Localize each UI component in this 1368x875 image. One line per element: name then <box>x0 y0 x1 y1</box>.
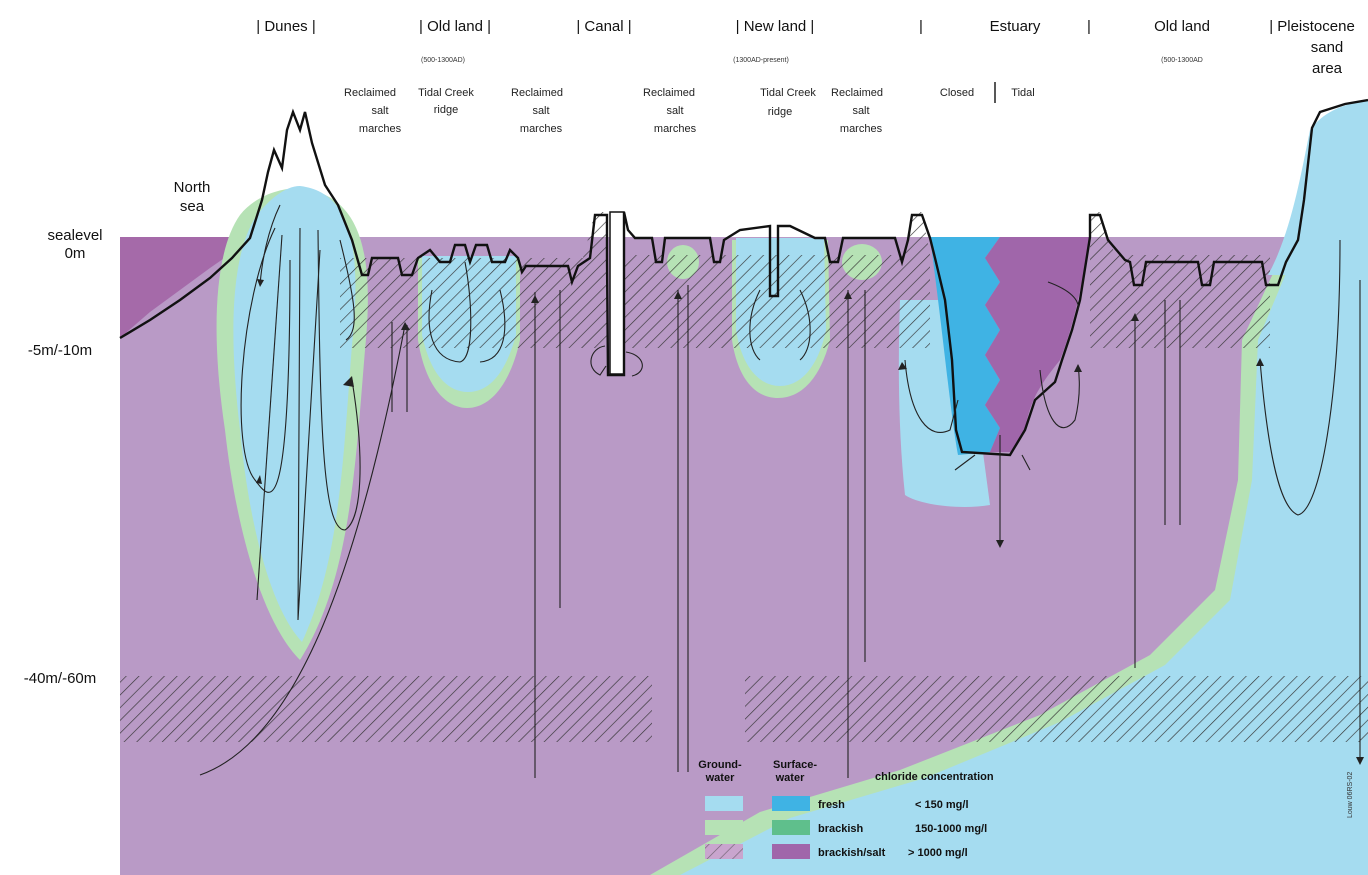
estuary-closed-label: Closed <box>940 87 974 99</box>
legend-fresh-range: < 150 mg/l <box>915 799 969 811</box>
legend-gw-salt-hatch <box>705 844 743 859</box>
fresh-lens-dunes <box>233 186 356 642</box>
reclaimed-3-line-1: Reclaimed <box>643 87 695 99</box>
flow-arrowheads <box>256 279 1364 765</box>
depth-sealevel-label: sealevel <box>47 227 102 244</box>
date-new-land: (1300AD-present) <box>733 57 789 64</box>
hatched-deep-aquitard-left <box>120 676 652 742</box>
region-pleistocene-label-2: sand <box>1311 39 1344 56</box>
estuary-fresh-surface-water <box>930 237 1000 455</box>
legend-groundwater-header-1: Ground- <box>698 759 742 771</box>
north-sea-label-1: North <box>174 179 211 196</box>
reclaimed-3-line-3: marches <box>654 123 697 135</box>
region-estuary-right-bar: | <box>1087 18 1091 35</box>
reclaimed-1-line-2: salt <box>371 105 388 117</box>
region-old-land-right-label: Old land <box>1154 18 1210 35</box>
depth-sealevel-value: 0m <box>65 245 86 262</box>
reclaimed-3-line-2: salt <box>666 105 683 117</box>
legend-gw-brackish-swatch <box>705 820 743 835</box>
reclaimed-1-line-1: Reclaimed <box>344 87 396 99</box>
hatched-shallow-layer-left <box>340 258 608 348</box>
canal <box>609 211 625 375</box>
legend-brackish-label: brackish <box>818 823 864 835</box>
legend-fresh-label: fresh <box>818 799 845 811</box>
legend-salt-label: brackish/salt <box>818 847 886 859</box>
estuary-tidal-label: Tidal <box>1011 87 1034 99</box>
legend-salt-range: > 1000 mg/l <box>908 847 968 859</box>
region-new-land-label: | New land | <box>736 18 815 35</box>
region-estuary-left-bar: | <box>919 18 923 35</box>
dike-hatch-1 <box>583 212 607 258</box>
north-sea <box>120 237 245 338</box>
region-pleistocene-label-3: area <box>1312 60 1343 77</box>
reclaimed-2-line-2: salt <box>532 105 549 117</box>
surface-profile-line <box>119 98 1368 457</box>
region-pleistocene-label-1: | Pleistocene <box>1269 18 1355 35</box>
legend-sw-salt-swatch <box>772 844 810 859</box>
depth-deep-label: -40m/-60m <box>24 670 97 687</box>
tidal-ridge-2-line-2: ridge <box>768 106 792 118</box>
reclaimed-2-line-3: marches <box>520 123 563 135</box>
date-old-land-left: (500-1300AD) <box>421 57 465 64</box>
depth-shallow-label: -5m/-10m <box>28 342 92 359</box>
tidal-ridge-1-line-1: Tidal Creek <box>418 87 474 99</box>
legend-brackish-range: 150-1000 mg/l <box>915 823 987 835</box>
legend: Ground- water Surface- water chloride co… <box>698 759 994 859</box>
hatched-deep-aquitard-right <box>745 676 1368 742</box>
region-canal-label: | Canal | <box>576 18 631 35</box>
north-sea-label-2: sea <box>180 198 205 215</box>
reclaimed-4-line-2: salt <box>852 105 869 117</box>
legend-sw-brackish-swatch <box>772 820 810 835</box>
region-dunes-label: | Dunes | <box>256 18 316 35</box>
estuary-salt-surface-water <box>985 237 1090 452</box>
reclaimed-2-line-1: Reclaimed <box>511 87 563 99</box>
reclaimed-4-line-3: marches <box>840 123 883 135</box>
legend-sw-fresh-swatch <box>772 796 810 811</box>
region-estuary-label: Estuary <box>990 18 1041 35</box>
pleistocene-sand-hill <box>1268 100 1368 275</box>
dike-hatch-3 <box>1090 212 1115 255</box>
reclaimed-4-line-1: Reclaimed <box>831 87 883 99</box>
date-old-land-right: (500-1300AD <box>1161 57 1203 64</box>
legend-surfacewater-header-2: water <box>775 772 805 784</box>
reclaimed-1-line-3: marches <box>359 123 402 135</box>
legend-gw-fresh-swatch <box>705 796 743 811</box>
legend-chloride-header: chloride concentration <box>875 771 994 783</box>
tidal-ridge-2-line-1: Tidal Creek <box>760 87 816 99</box>
legend-groundwater-header-2: water <box>705 772 735 784</box>
region-old-land-left-label: | Old land | <box>419 18 491 35</box>
groundwater-flow-lines <box>199 204 1361 778</box>
credit-label: Louw 06RS-02 <box>1347 772 1354 818</box>
legend-surfacewater-header-1: Surface- <box>773 759 817 771</box>
tidal-ridge-1-line-2: ridge <box>434 104 458 116</box>
